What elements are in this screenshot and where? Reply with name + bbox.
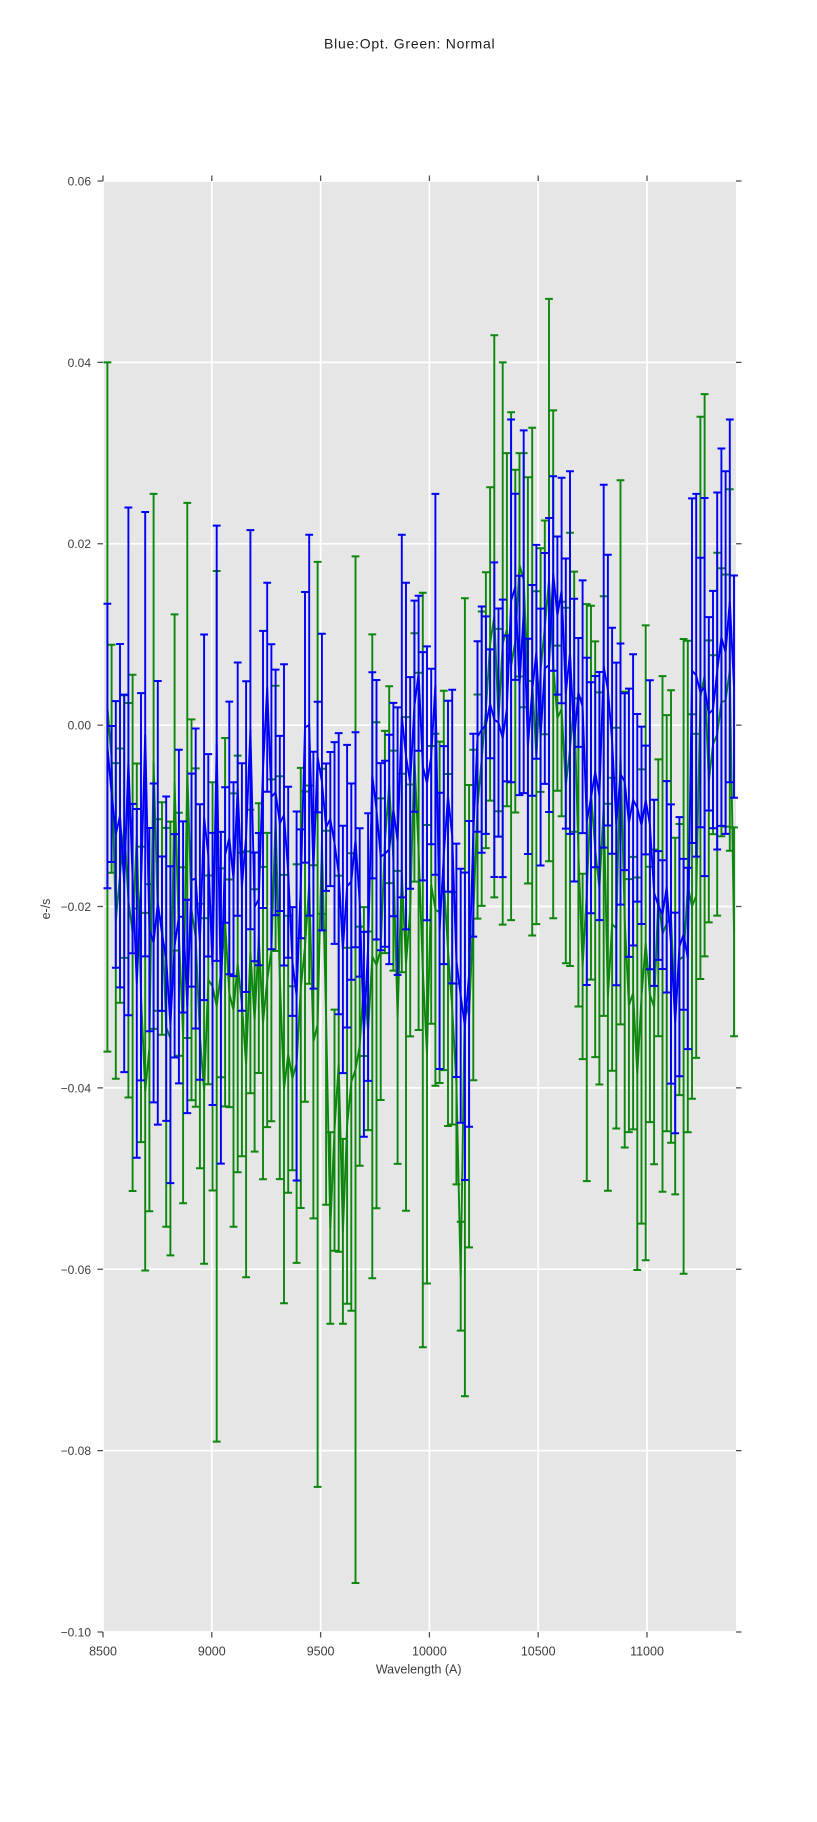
svg-text:−0.10: −0.10 <box>61 1626 92 1640</box>
svg-text:9000: 9000 <box>198 1644 226 1658</box>
svg-text:0.02: 0.02 <box>68 537 92 551</box>
svg-text:8500: 8500 <box>89 1644 117 1658</box>
svg-text:0.06: 0.06 <box>68 175 92 189</box>
svg-text:9500: 9500 <box>307 1644 335 1658</box>
svg-text:−0.04: −0.04 <box>61 1081 92 1095</box>
svg-text:−0.06: −0.06 <box>61 1263 92 1277</box>
svg-text:Wavelength (A): Wavelength (A) <box>376 1662 462 1676</box>
svg-text:10000: 10000 <box>412 1644 447 1658</box>
svg-text:10500: 10500 <box>521 1644 556 1658</box>
svg-text:0.00: 0.00 <box>68 719 92 733</box>
svg-text:Blue:Opt. Green: Normal: Blue:Opt. Green: Normal <box>324 36 495 52</box>
svg-text:−0.02: −0.02 <box>61 900 92 914</box>
svg-text:−0.08: −0.08 <box>61 1444 92 1458</box>
svg-text:11000: 11000 <box>630 1644 664 1658</box>
svg-text:e-/s: e-/s <box>39 899 53 920</box>
svg-text:0.04: 0.04 <box>68 356 92 370</box>
